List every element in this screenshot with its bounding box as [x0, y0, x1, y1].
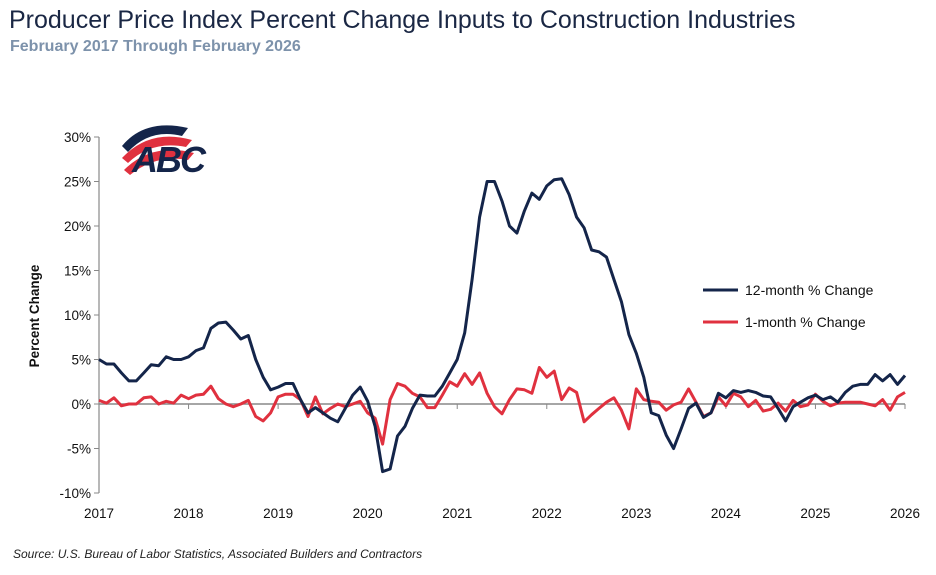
axes: -10% -5% 0% 5% 10% 15% 20% 25% 30% 2017 2018 2019 20…: [59, 130, 920, 521]
y-tick-label: 5%: [71, 353, 91, 368]
logo-flag-stripe: [124, 149, 194, 175]
chart-subtitle: February 2017 Through February 2026: [10, 38, 301, 55]
x-tick-label: 2021: [442, 506, 472, 521]
legend: 12-month % Change 1-month % Change: [703, 282, 874, 330]
x-tick-label: 2019: [263, 506, 293, 521]
x-tick-label: 2018: [174, 506, 204, 521]
line-1-month: [98, 366, 906, 446]
logo-flag-blue: [122, 125, 188, 152]
x-tick-label: 2025: [800, 506, 830, 521]
abc-logo: ABC: [122, 125, 209, 180]
y-tick-label: 10%: [64, 308, 91, 323]
logo-flag-stripe: [122, 136, 192, 163]
x-tick-label: 2024: [711, 506, 742, 521]
logo-text: ABC: [131, 139, 207, 180]
y-tick-label: 0%: [71, 397, 91, 412]
x-tick-label: 2020: [353, 506, 383, 521]
legend-label-12-month: 12-month % Change: [745, 282, 874, 298]
chart-title: Producer Price Index Percent Change Inpu…: [9, 6, 796, 34]
y-tick-label: 25%: [64, 175, 91, 190]
legend-label-1-month: 1-month % Change: [745, 314, 866, 330]
y-tick-label: 20%: [64, 219, 91, 234]
source-note: Source: U.S. Bureau of Labor Statistics,…: [13, 547, 423, 561]
y-tick-label: -10%: [59, 486, 91, 501]
series-lines: [98, 177, 907, 474]
y-tick-label: 30%: [64, 130, 91, 145]
line-12-month: [98, 177, 907, 474]
y-tick-label: 15%: [64, 264, 91, 279]
y-axis-label: Percent Change: [27, 264, 42, 367]
x-tick-label: 2017: [84, 506, 114, 521]
x-tick-label: 2023: [621, 506, 651, 521]
x-tick-label: 2026: [890, 506, 920, 521]
y-tick-label: -5%: [67, 442, 91, 457]
x-tick-label: 2022: [532, 506, 562, 521]
